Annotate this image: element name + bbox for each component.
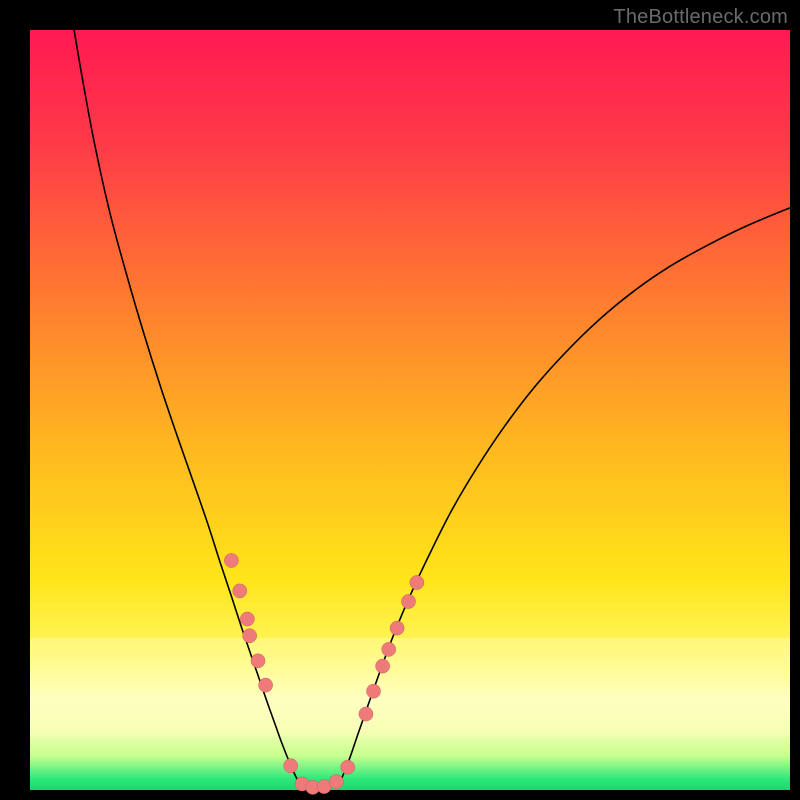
data-marker <box>359 707 373 721</box>
data-marker <box>376 659 390 673</box>
data-marker <box>259 678 273 692</box>
data-marker <box>390 621 404 635</box>
data-marker <box>240 612 254 626</box>
data-marker <box>366 684 380 698</box>
chart-frame: TheBottleneck.com <box>0 0 800 800</box>
pale-band <box>30 638 790 737</box>
bottleneck-chart <box>0 0 800 800</box>
data-marker <box>284 759 298 773</box>
data-marker <box>224 553 238 567</box>
data-marker <box>410 575 424 589</box>
data-marker <box>329 775 343 789</box>
data-marker <box>382 642 396 656</box>
data-marker <box>233 584 247 598</box>
data-marker <box>243 629 257 643</box>
watermark-label: TheBottleneck.com <box>613 6 788 29</box>
data-marker <box>401 594 415 608</box>
data-marker <box>341 760 355 774</box>
data-marker <box>251 654 265 668</box>
